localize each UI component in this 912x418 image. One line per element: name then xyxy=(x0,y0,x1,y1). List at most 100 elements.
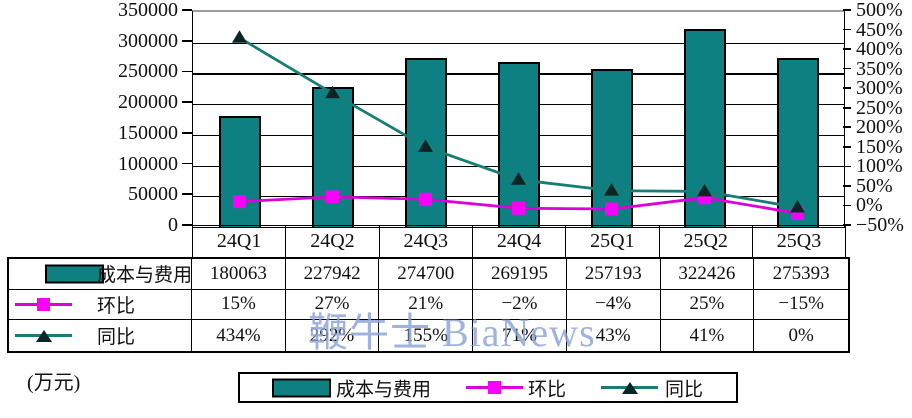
right-axis-tick xyxy=(843,87,851,89)
category-cell-24Q2: 24Q2 xyxy=(285,225,379,258)
table-cell-成本与费用-25Q1: 257193 xyxy=(566,259,661,290)
category-cell-25Q3: 25Q3 xyxy=(751,225,847,258)
left-axis-tick xyxy=(182,9,192,11)
table-cell-环比-24Q4: −2% xyxy=(473,289,567,321)
category-cell-24Q1: 24Q1 xyxy=(192,225,286,258)
left-axis-label: 300000 xyxy=(118,29,178,52)
right-axis-label: 400% xyxy=(856,38,903,61)
right-axis-label: 450% xyxy=(856,18,903,41)
bar-24Q1 xyxy=(218,116,261,227)
left-axis-label: 350000 xyxy=(118,0,178,21)
right-axis-tick xyxy=(843,28,851,31)
gridline xyxy=(193,42,844,44)
bar-24Q4 xyxy=(497,61,540,227)
table-cell-同比-25Q3: 0% xyxy=(788,324,814,346)
right-axis-label: 0% xyxy=(856,194,883,217)
triangle-marker xyxy=(232,30,247,43)
row-header-label: 成本与费用 xyxy=(97,265,193,287)
right-axis-tick xyxy=(843,9,851,11)
left-axis-label: 50000 xyxy=(128,183,178,206)
bar-24Q2 xyxy=(311,86,354,227)
row-header-环比: 环比 xyxy=(9,289,192,321)
data-table: 成本与费用 180063 227942 274700 269195 257193 32242… xyxy=(7,257,850,353)
category-cell-25Q2: 25Q2 xyxy=(658,225,752,258)
square-marker xyxy=(233,195,246,209)
right-axis-tick xyxy=(843,106,851,109)
table-cell-环比-25Q2: 25% xyxy=(660,289,755,321)
right-axis-tick xyxy=(843,146,851,148)
right-axis-label: 250% xyxy=(856,96,903,119)
bar-swatch-icon xyxy=(45,264,104,284)
right-axis-tick xyxy=(843,126,851,129)
triangle-marker xyxy=(511,172,526,185)
table-cell-同比-24Q3: 155% xyxy=(379,320,474,351)
table-cell-同比-24Q1: 434% xyxy=(192,320,286,351)
triangle-marker xyxy=(418,139,433,152)
line-triangle-icon xyxy=(15,327,72,345)
row-header-成本与费用: 成本与费用 xyxy=(9,259,192,290)
table-cell-同比-24Q2: 292% xyxy=(286,320,380,351)
table-cell-成本与费用-24Q1: 180063 xyxy=(192,259,286,290)
category-cell-24Q3: 24Q3 xyxy=(378,225,472,258)
right-axis-tick xyxy=(843,48,851,50)
left-axis-tick xyxy=(182,224,192,226)
table-cell-成本与费用-24Q4: 269195 xyxy=(473,259,567,290)
left-axis-label: 200000 xyxy=(118,91,178,114)
legend-line-square-icon xyxy=(466,379,523,397)
table-cell-同比-25Q2: 41% xyxy=(661,320,755,351)
table-cell-环比-25Q1: −4% xyxy=(566,289,661,321)
unit-label: (万元) xyxy=(27,372,81,394)
table-cell-环比-25Q3: −15% xyxy=(754,290,848,321)
right-axis-label: 100% xyxy=(856,155,903,178)
legend-bar-swatch-icon xyxy=(272,378,331,397)
triangle-marker xyxy=(325,85,340,99)
left-axis-tick xyxy=(182,193,192,196)
table-cell-环比-24Q3: 21% xyxy=(379,289,474,321)
category-header-row: 24Q1 24Q2 24Q3 24Q4 25Q1 25Q2 25Q3 xyxy=(192,225,847,258)
left-axis-label: 250000 xyxy=(118,60,178,83)
left-axis-label: 100000 xyxy=(118,152,178,175)
square-marker xyxy=(605,202,618,216)
right-axis-label: 200% xyxy=(856,116,903,139)
left-axis-tick xyxy=(182,101,192,103)
legend-box: 成本与费用 环比 同比 xyxy=(238,372,738,403)
legend-label-costs: 成本与费用 xyxy=(336,379,432,400)
row-header-label: 同比 xyxy=(97,327,136,349)
triangle-marker xyxy=(604,183,619,196)
left-axis-tick xyxy=(182,39,192,42)
left-axis-label: 0 xyxy=(168,214,178,236)
right-axis-tick xyxy=(843,185,851,187)
table-cell-成本与费用-24Q2: 227942 xyxy=(285,259,380,290)
left-axis-label: 150000 xyxy=(118,121,178,144)
right-axis-label: 350% xyxy=(856,57,903,80)
right-axis-tick xyxy=(843,67,851,70)
table-cell-环比-24Q2: 27% xyxy=(285,289,380,321)
square-marker xyxy=(512,201,525,215)
right-axis-tick xyxy=(843,204,851,207)
category-cell-25Q1: 25Q1 xyxy=(565,225,659,258)
table-cell-同比-25Q1: 43% xyxy=(567,320,661,351)
right-axis-tick xyxy=(843,224,851,226)
legend-line-triangle-icon xyxy=(601,379,658,397)
bar-25Q3 xyxy=(776,57,819,227)
plot-area xyxy=(192,10,845,228)
left-axis-tick xyxy=(182,162,192,165)
triangle-marker xyxy=(697,183,712,197)
right-axis-label: −50% xyxy=(856,214,904,236)
right-axis-label: 500% xyxy=(856,0,903,21)
right-axis-tick xyxy=(843,165,851,168)
square-marker xyxy=(419,192,432,206)
row-header-同比: 同比 xyxy=(9,320,192,351)
right-axis-label: 50% xyxy=(856,174,893,197)
left-axis-tick xyxy=(182,70,192,73)
legend-label-yoy: 同比 xyxy=(665,379,704,400)
bar-25Q1 xyxy=(590,69,633,227)
table-cell-成本与费用-25Q2: 322426 xyxy=(660,259,755,290)
table-cell-环比-24Q1: 15% xyxy=(192,289,286,321)
row-header-label: 环比 xyxy=(97,295,136,317)
table-cell-成本与费用-25Q3: 275393 xyxy=(754,259,848,290)
left-axis-tick xyxy=(182,132,192,134)
right-axis-label: 300% xyxy=(856,77,903,100)
table-cell-成本与费用-24Q3: 274700 xyxy=(379,259,474,290)
